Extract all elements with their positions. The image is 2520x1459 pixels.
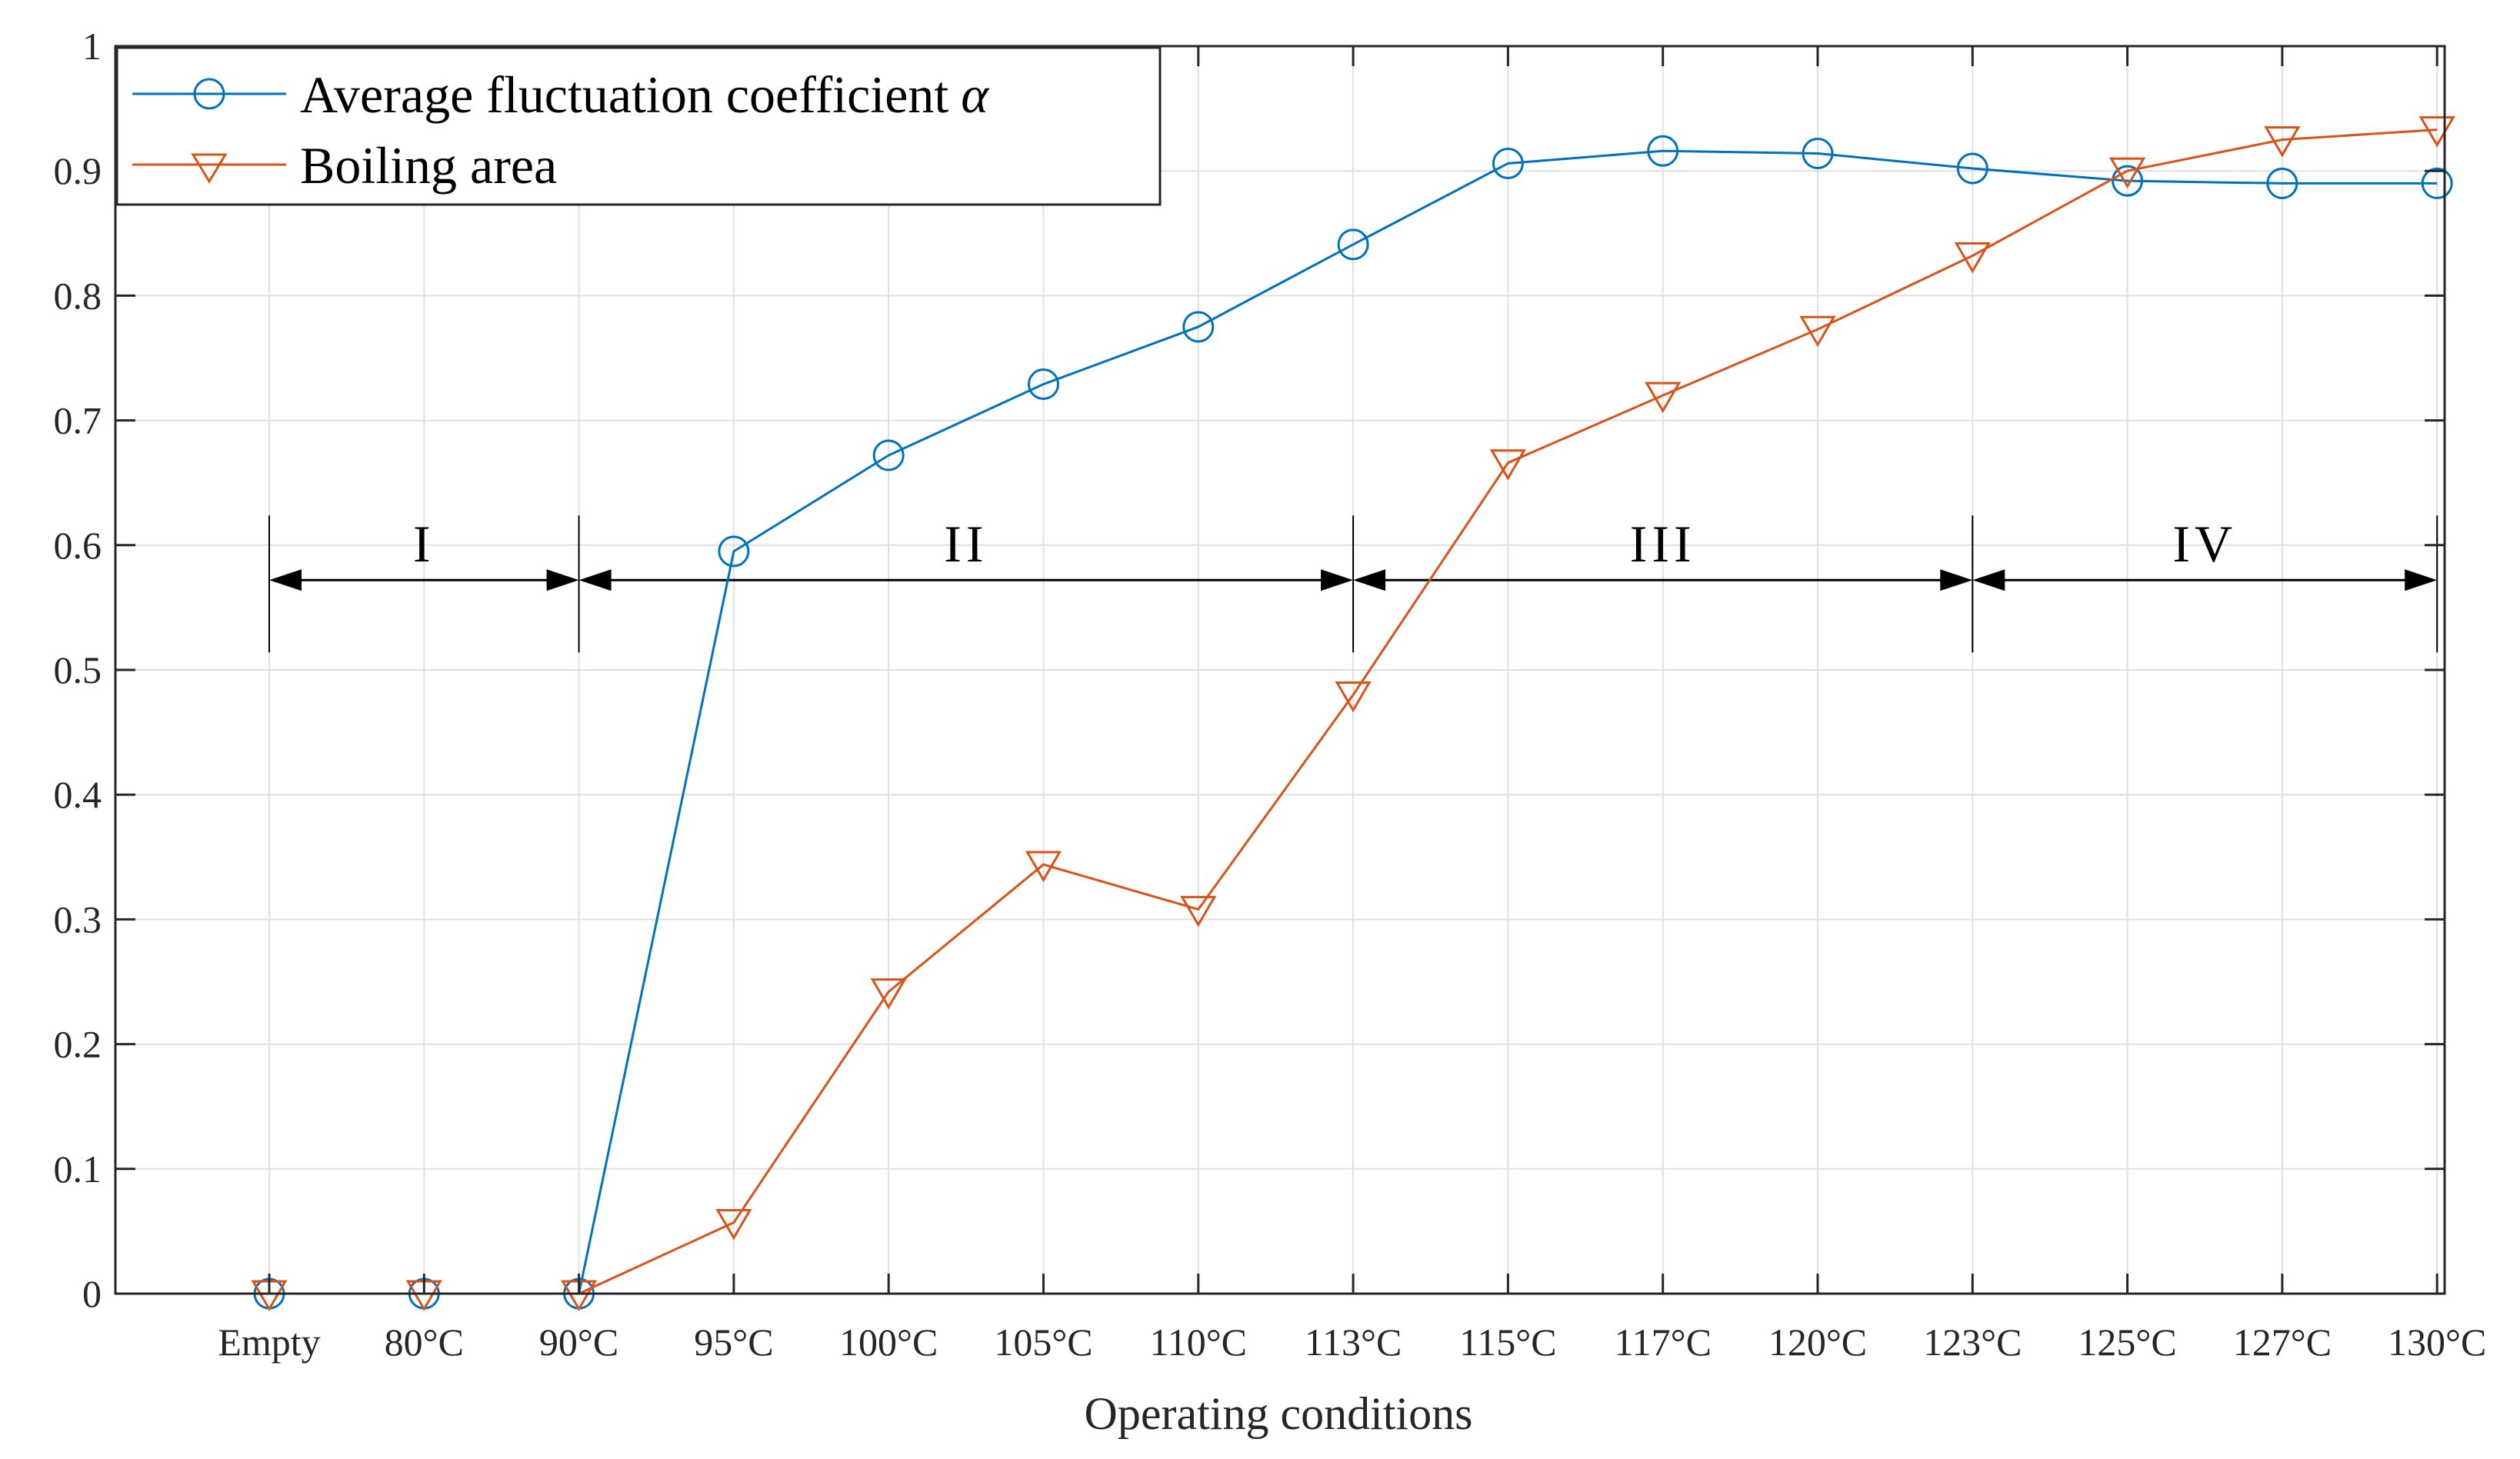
x-axis-ticks: Empty 80°C 90°C 95°C 100°C 105°C 110°C 113°C 115… — [218, 46, 2486, 1364]
data-point-triangle — [2264, 126, 2301, 158]
y-tick-label: 0.1 — [54, 1148, 102, 1191]
legend-entry-boiling: Boiling area — [132, 136, 557, 195]
data-point-circle — [1337, 228, 1369, 261]
x-tick-label: 127°C — [2233, 1321, 2332, 1364]
arrow-left-icon — [269, 569, 302, 591]
arrow-left-icon — [1972, 569, 2005, 591]
x-tick-label: 100°C — [839, 1321, 938, 1364]
data-point-circle — [2421, 167, 2453, 199]
legend-label-boiling: Boiling area — [300, 136, 557, 195]
data-point-circle — [2266, 167, 2298, 199]
x-tick-label: 110°C — [1150, 1321, 1248, 1364]
y-tick-label: 0 — [82, 1272, 102, 1315]
data-point-triangle — [2108, 157, 2146, 189]
data-point-circle — [1028, 368, 1059, 401]
data-point-triangle — [1799, 315, 1836, 348]
data-point-circle — [1956, 152, 1988, 185]
y-tick-label: 0.9 — [54, 149, 102, 192]
arrow-right-icon — [1940, 569, 1973, 591]
data-point-triangle — [1645, 381, 1682, 414]
y-tick-label: 0.8 — [54, 274, 102, 317]
data-point-triangle — [870, 978, 907, 1010]
data-point-triangle — [715, 1209, 752, 1241]
data-point-triangle — [1489, 449, 1527, 481]
data-point-circle — [872, 439, 905, 471]
data-point-circle — [1182, 311, 1215, 343]
x-tick-label: 115°C — [1459, 1321, 1557, 1364]
data-point-triangle — [1025, 851, 1062, 883]
arrow-left-icon — [1353, 569, 1386, 591]
arrow-left-icon — [578, 569, 612, 591]
data-series — [251, 116, 2455, 1311]
x-tick-label: 120°C — [1768, 1321, 1867, 1364]
data-point-triangle — [1954, 242, 1991, 274]
x-tick-label: 105°C — [994, 1321, 1092, 1364]
region-label: II — [944, 515, 988, 573]
y-tick-label: 0.6 — [54, 524, 102, 567]
legend-marker-circle-icon — [193, 78, 225, 110]
arrow-right-icon — [1321, 569, 1354, 591]
legend-label-alpha: Average fluctuation coefficient α — [300, 65, 989, 124]
data-point-triangle — [1335, 681, 1372, 713]
x-tick-label: 125°C — [2078, 1321, 2176, 1364]
x-tick-label: 80°C — [385, 1321, 464, 1364]
legend-box — [115, 46, 1162, 206]
data-point-circle — [1492, 147, 1524, 179]
y-tick-label: 0.3 — [54, 898, 102, 941]
y-axis-ticks: 0 0.1 0.2 0.3 0.4 0.5 0.6 0.7 0.8 0.9 1 — [54, 25, 2445, 1315]
x-tick-label: 123°C — [1923, 1321, 2022, 1364]
data-point-circle — [1802, 137, 1834, 169]
x-tick-label: 117°C — [1614, 1321, 1712, 1364]
x-tick-label: Empty — [218, 1321, 320, 1364]
y-tick-label: 0.2 — [54, 1023, 102, 1066]
x-axis-title: Operating conditions — [1085, 1388, 1473, 1439]
x-tick-label: 90°C — [539, 1321, 618, 1364]
legend-entry-alpha: Average fluctuation coefficient α — [132, 65, 989, 124]
arrow-right-icon — [546, 569, 579, 591]
data-point-circle — [2112, 165, 2144, 197]
series-line-1 — [269, 128, 2438, 1295]
x-tick-label: 95°C — [694, 1321, 773, 1364]
series-line-0 — [269, 149, 2438, 1295]
y-tick-label: 0.5 — [54, 648, 102, 691]
legend-alpha-symbol: α — [961, 65, 989, 124]
data-point-circle — [718, 535, 750, 568]
region-label: I — [413, 515, 435, 573]
legend: Average fluctuation coefficient α Boiling… — [115, 46, 1162, 206]
y-tick-label: 1 — [82, 25, 102, 68]
legend-alpha-name: Average fluctuation coefficient — [300, 65, 948, 124]
x-tick-label: 130°C — [2388, 1321, 2486, 1364]
region-label: IV — [2172, 515, 2237, 573]
data-point-circle — [1647, 135, 1679, 167]
y-tick-label: 0.7 — [54, 399, 102, 442]
data-point-triangle — [1180, 895, 1217, 928]
region-label: III — [1630, 515, 1696, 573]
legend-marker-triangle-icon — [191, 153, 228, 184]
y-tick-label: 0.4 — [54, 773, 102, 816]
x-tick-label: 113°C — [1305, 1321, 1402, 1364]
arrow-right-icon — [2405, 569, 2438, 591]
